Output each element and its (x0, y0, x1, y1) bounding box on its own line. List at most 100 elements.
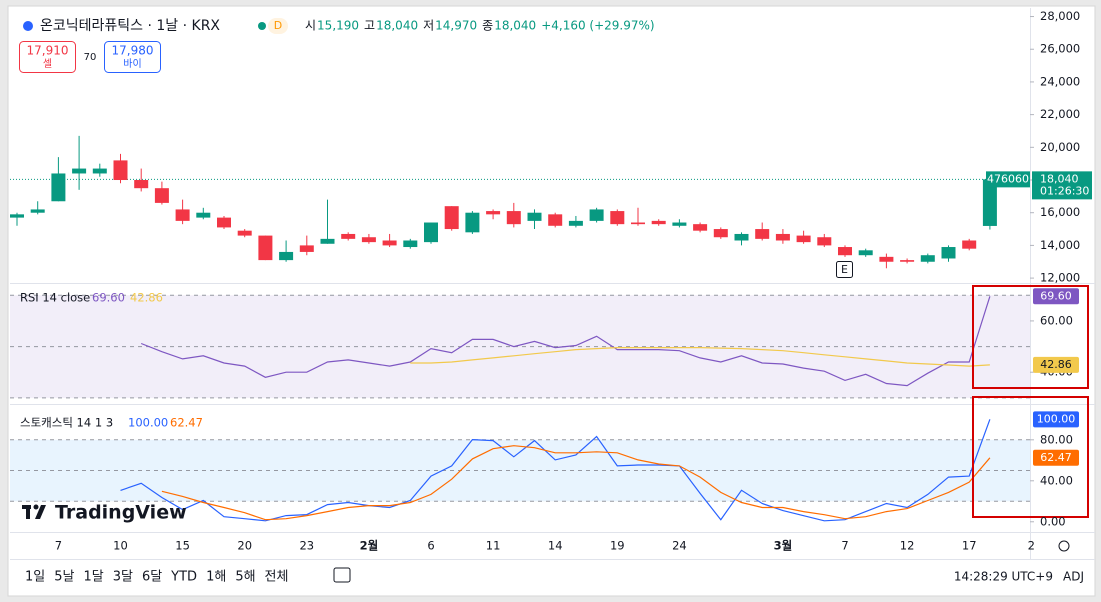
highlight-box (972, 285, 1089, 389)
candle-body (237, 230, 252, 236)
y-tick-label: 24,000 (1040, 74, 1080, 88)
logo-glyph (26, 505, 30, 519)
ohlc-label: 저 (423, 19, 434, 33)
candle-body (196, 212, 211, 218)
range-button[interactable]: 3달 (113, 570, 133, 585)
indicator-line (410, 347, 990, 367)
symbol-icon (23, 21, 33, 31)
candle-body (506, 211, 521, 225)
candle-body (548, 214, 563, 226)
candle-body (982, 179, 997, 226)
y-tick-label: 20,000 (1040, 140, 1080, 154)
value-tag: 100.00 (1037, 412, 1076, 425)
candle-body (631, 222, 645, 225)
sell-label: 셀 (43, 58, 52, 70)
x-tick-label: 10 (113, 539, 128, 553)
candle-body (879, 256, 894, 262)
candle-body (51, 173, 66, 202)
ohlc-label: 고 (364, 19, 375, 33)
x-tick-label: 7 (841, 539, 848, 553)
ohlc-label: 종 (482, 19, 493, 33)
buy-label: 바이 (123, 58, 141, 70)
candle-body (299, 245, 314, 252)
range-button[interactable]: 1해 (206, 570, 226, 585)
x-tick-label: 3월 (774, 539, 793, 553)
event-marker: E (841, 263, 848, 276)
x-tick-label: 12 (900, 539, 915, 553)
candle-body (672, 222, 687, 226)
range-button[interactable]: 1달 (83, 570, 103, 585)
candle-body (796, 235, 811, 243)
rsi-legend-value: 69.60 (92, 291, 125, 305)
range-button[interactable]: 전체 (265, 570, 289, 585)
candle-body (962, 240, 977, 249)
x-tick-label: 14 (548, 539, 563, 553)
x-tick-label: 20 (237, 539, 252, 553)
candle-body (382, 240, 397, 246)
candle-body (858, 250, 873, 256)
spread: 70 (84, 52, 97, 63)
x-tick-label: 15 (175, 539, 190, 553)
y-tick-label: 26,000 (1040, 42, 1080, 56)
candle-body (217, 217, 231, 228)
event-marker-box[interactable] (836, 261, 853, 278)
indicator-line (140, 296, 991, 387)
value-tag-bg (1033, 356, 1079, 373)
candle-body (568, 220, 583, 226)
candle-body (72, 168, 87, 174)
candle-body (651, 220, 666, 225)
ohlc-value: 14,970 (435, 19, 477, 33)
candle-body (589, 209, 604, 221)
candle-body (465, 212, 480, 233)
candle-body (693, 224, 708, 231)
candle-body (113, 160, 128, 181)
highlight-box (972, 396, 1089, 518)
ohlc-value: 15,190 (317, 19, 359, 33)
range-button[interactable]: 5해 (235, 570, 255, 585)
logo-text[interactable]: TradingView (55, 502, 187, 524)
candle-body (610, 211, 625, 225)
settings-icon[interactable] (1058, 540, 1070, 552)
y-tick-label: 0.00 (1040, 514, 1066, 528)
candle-body (900, 260, 915, 262)
candle-body (258, 235, 273, 261)
candle-body (755, 229, 770, 239)
ohlc-label: 시 (305, 19, 316, 33)
sell-button[interactable] (19, 41, 76, 73)
indicator-line (161, 445, 991, 521)
ohlc-value: 18,040 (376, 19, 418, 33)
x-tick-label: 11 (486, 539, 501, 553)
range-button[interactable]: 1일 (25, 570, 45, 585)
logo-glyph (33, 504, 39, 510)
buy-button[interactable] (104, 41, 161, 73)
badge-bg (268, 18, 288, 34)
stoch-legend-name: 스토캐스틱 14 1 3 (20, 416, 113, 430)
candle-body (941, 247, 956, 259)
candle-body (527, 212, 542, 221)
value-tag-bg (1033, 411, 1079, 428)
range-button[interactable]: 5날 (54, 570, 74, 585)
candle-body (775, 233, 790, 241)
grid-layer (10, 16, 1034, 523)
symbol-title[interactable]: 온코닉테라퓨틱스 · 1날 · KRX (40, 18, 220, 34)
x-tick-label: 6 (427, 539, 434, 553)
range-button[interactable]: YTD (170, 570, 197, 585)
countdown: 01:26:30 (1040, 184, 1089, 197)
x-tick-label: 2월 (360, 539, 379, 553)
ohlc-value: 18,040 (494, 19, 536, 33)
candle-body (920, 255, 935, 262)
toolbar-adj[interactable]: ADJ (1063, 570, 1084, 584)
price-tag-bg (1032, 171, 1092, 200)
candle-body (154, 188, 169, 203)
range-button[interactable]: 6달 (142, 570, 162, 585)
market-status-dot (258, 22, 266, 30)
date-range-icon[interactable] (333, 567, 351, 583)
volume-tag: 476060 (987, 172, 1029, 185)
toolbar: 1일 5날 1달 3달 6달 YTD 1해 5해 전체 (25, 570, 288, 585)
ohlc-legend: 시 15,190 고 18,040 저 14,970 종 18,040 +4,160 (+29.… (305, 19, 655, 33)
y-tick-label: 28,000 (1040, 9, 1080, 23)
logo: TradingView (22, 502, 187, 524)
candle-body (817, 237, 832, 246)
